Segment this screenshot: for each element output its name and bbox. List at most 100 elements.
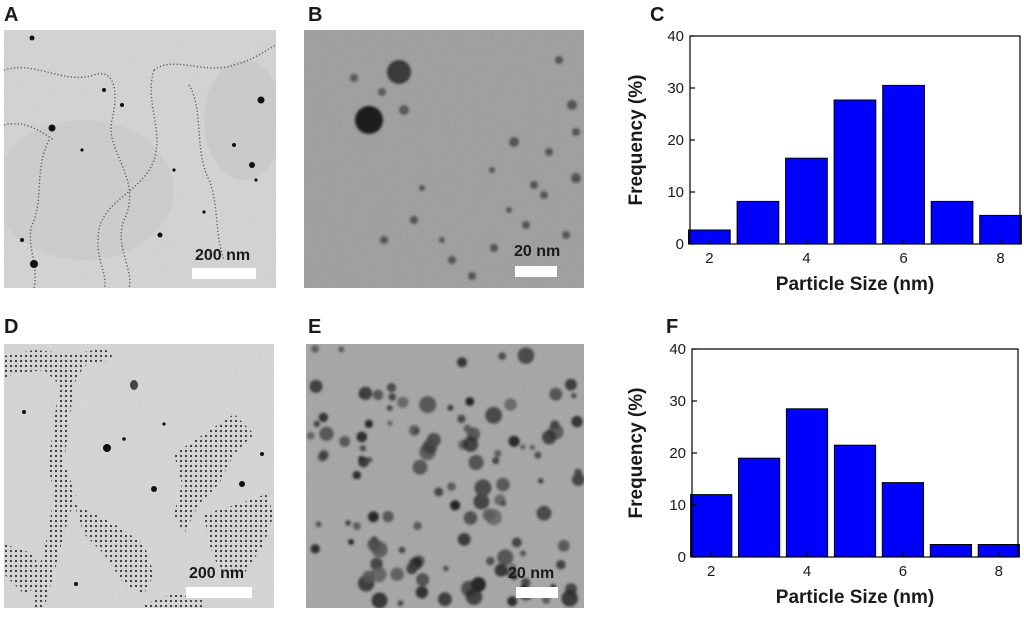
scale-bar-e [516,587,558,598]
tem-image-e [306,344,584,608]
nanoparticle [352,522,361,531]
nanoparticle [309,379,323,393]
nanoparticle [570,392,577,399]
histogram-c-y-tick-label: 10 [667,184,684,201]
histogram-f-x-tick-label: 8 [995,563,1003,580]
panel-letter-e: E [308,316,322,338]
histogram-f-bar [690,494,733,558]
histogram-f-y-tick-label: 20 [669,445,686,462]
nanoparticle [463,424,472,433]
histogram-f-bar [881,482,924,558]
nanoparticle [419,443,436,461]
nanoparticle [497,549,514,566]
nanoparticle [542,430,557,445]
nanoparticle [372,389,384,401]
nanoparticle [358,455,364,461]
nanoparticle [529,444,535,450]
histogram-f-bar [785,408,829,558]
nanoparticle [406,563,418,575]
nanoparticle [382,511,394,523]
nanoparticle [519,550,527,557]
nanoparticle [571,415,583,428]
histogram-c-y-tick-label: 40 [667,28,684,45]
nanoparticle [426,433,441,447]
nanoparticle [536,505,552,521]
nanoparticle [534,451,542,459]
nanoparticle [561,590,578,607]
scale-bar-d [186,587,252,598]
scale-label-e: 20 nm [508,565,555,582]
tem-micrograph-d [4,344,274,608]
tem-image-a [4,30,276,288]
nanoparticle [311,344,320,353]
nanoparticle [368,511,379,523]
histogram-c-bar [930,200,974,245]
nanoparticle [520,444,526,450]
nanoparticle [362,570,375,583]
panel-letter-b: B [308,4,323,26]
nanoparticle [517,347,535,364]
histogram-c-y-tick-label: 20 [667,132,684,149]
nanoparticle [461,580,478,597]
nanoparticle [485,406,502,424]
nanoparticle [450,500,461,511]
histogram-c-svg: 0 10 20 30 40 2 4 6 8 Particle Size (nm) Frequency… [626,28,1022,295]
nanoparticle [367,537,381,552]
histogram-f-x-tick-label: 2 [707,563,715,580]
nanoparticle [370,566,387,583]
nanoparticle [494,494,506,506]
histogram-c-bar [833,99,877,245]
histogram-f-bar [738,457,781,558]
nanoparticle [387,420,393,426]
nanoparticle [438,592,452,607]
nanoparticle [358,392,364,398]
nanoparticle [473,493,490,510]
histogram-c: 0 10 20 30 40 2 4 6 8 Particle Size (nm) Frequency… [620,20,1022,312]
nanoparticle [508,435,520,447]
nanoparticle [571,473,584,486]
histogram-f-y-axis-label: Frequency (%) [626,388,647,519]
nanoparticle [356,431,368,443]
nanoparticle [386,383,397,393]
nanoparticle [549,387,563,401]
nanoparticle [457,533,471,546]
nanoparticle [397,600,404,607]
histogram-c-y-axis-label: Frequency (%) [626,75,647,206]
scale-bar-b [515,266,557,277]
histogram-f: 0 10 20 30 40 2 4 6 8 Particle Size (nm) Frequency… [620,332,1020,619]
nanoparticle [447,404,454,411]
tem-micrograph-b [304,30,584,288]
tem-micrograph-a [4,30,276,288]
nanoparticle [463,511,478,525]
nanoparticle [338,346,345,353]
nanoparticle [413,521,422,531]
histogram-f-x-tick-label: 4 [803,563,811,580]
histogram-c-bar [882,84,925,245]
tem-micrograph-e [306,344,584,608]
nanoparticle [319,426,334,441]
nanoparticle [494,563,508,577]
tem-image-d [4,344,274,608]
nanoparticle [498,352,507,360]
nanoparticle [352,471,361,480]
histogram-c-x-tick-label: 6 [899,250,907,267]
nanoparticle [339,436,351,447]
histogram-f-y-tick-label: 40 [669,341,686,358]
nanoparticle [390,567,404,581]
nanoparticle [486,556,495,566]
nanoparticle [434,487,444,497]
histogram-f-y-tick-label: 30 [669,393,686,410]
histogram-c-x-tick-label: 4 [802,250,810,267]
nanoparticle [419,396,437,414]
nanoparticle [462,436,479,452]
nanoparticle [315,521,322,528]
scale-bar-a [192,268,256,279]
histogram-c-y-tick-label: 0 [676,236,684,253]
nanoparticle [496,477,510,492]
nanoparticle [565,378,577,391]
panel-letter-a: A [4,4,19,26]
histogram-f-y-tick-label: 0 [678,549,686,566]
nanoparticle [345,520,351,526]
histogram-c-x-tick-label: 8 [996,250,1004,267]
nanoparticle [557,539,570,552]
